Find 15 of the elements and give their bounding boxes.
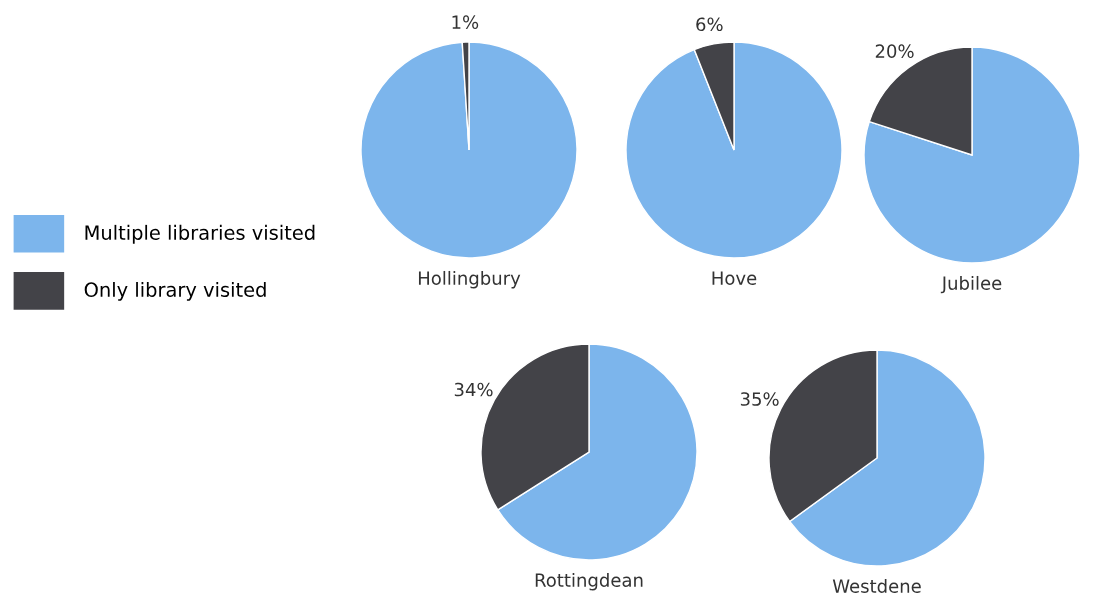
legend-label: Multiple libraries visited bbox=[85, 224, 315, 244]
data-label: 35% bbox=[740, 392, 779, 406]
pie-slice bbox=[863, 46, 1081, 264]
text: Hove bbox=[712, 271, 757, 285]
pie-slice bbox=[625, 41, 843, 259]
data-label: 6% bbox=[696, 17, 723, 32]
data-label: 34% bbox=[454, 382, 493, 397]
text: Rottingdean bbox=[535, 572, 643, 591]
text: Hollingbury bbox=[418, 270, 521, 289]
data-label: 1% bbox=[452, 15, 479, 29]
text: Jubilee bbox=[940, 275, 1002, 294]
legend-label: Only library visited bbox=[84, 281, 266, 301]
text: Westdene bbox=[832, 578, 921, 593]
data-label: 20% bbox=[875, 44, 914, 59]
pie-slice bbox=[360, 41, 578, 259]
